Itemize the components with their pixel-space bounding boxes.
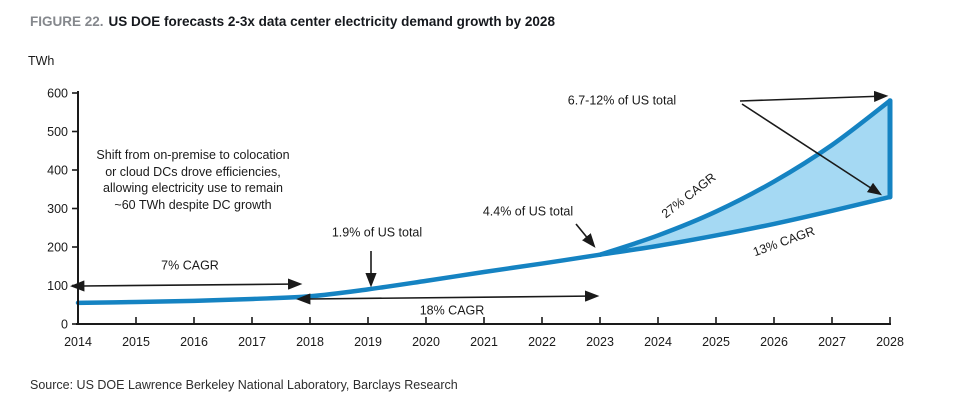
x-tick-label: 2018	[296, 335, 324, 349]
annotation-efficiency-note-line: ~60 TWh despite DC growth	[114, 197, 272, 212]
x-tick-label: 2020	[412, 335, 440, 349]
x-tick-label: 2024	[644, 335, 672, 349]
cagr-18-arrow	[296, 290, 600, 305]
y-tick-label: 300	[47, 202, 68, 216]
annotation-pct-2023: 4.4% of US total	[482, 204, 574, 219]
x-tick-label: 2025	[702, 335, 730, 349]
y-tick-label: 500	[47, 125, 68, 139]
annotation-efficiency-note-line: allowing electricity use to remain	[103, 181, 283, 195]
y-axis-unit-label: TWh	[28, 54, 55, 68]
annotation-pct-2019: 1.9% of US total	[331, 225, 423, 240]
x-tick-label: 2019	[354, 335, 382, 349]
x-tick-label: 2017	[238, 335, 266, 349]
figure-header: FIGURE 22. US DOE forecasts 2-3x data cen…	[30, 14, 555, 29]
pct-2028-arrow-high	[739, 90, 889, 103]
historical-line	[75, 252, 603, 306]
y-tick-label: 100	[47, 279, 68, 293]
annotation-cagr-18: 18% CAGR	[419, 303, 485, 318]
y-tick-label: 200	[47, 241, 68, 255]
high-forecast-line	[597, 98, 893, 257]
source-note: Source: US DOE Lawrence Berkeley Nationa…	[30, 378, 458, 392]
y-tick-label: 0	[61, 318, 68, 332]
x-tick-label: 2022	[528, 335, 556, 349]
x-tick-label: 2016	[180, 335, 208, 349]
pct-2028-arrow-low	[741, 103, 883, 196]
x-tick-label: 2021	[470, 335, 498, 349]
annotation-efficiency-note: Shift from on-premise to colocation or c…	[88, 147, 298, 213]
figure-title: US DOE forecasts 2-3x data center electr…	[108, 14, 555, 29]
y-tick-label: 400	[47, 164, 68, 178]
pct-2023-arrow	[575, 223, 596, 248]
figure-label: FIGURE 22.	[30, 14, 104, 29]
low-forecast-line	[597, 194, 893, 257]
forecast-range-area	[600, 100, 890, 255]
x-tick-label: 2028	[876, 335, 904, 349]
cagr-7-arrow	[70, 278, 303, 292]
annotation-cagr-7: 7% CAGR	[161, 258, 219, 273]
annotation-efficiency-note-line: Shift from on-premise to colocation	[96, 148, 290, 162]
x-tick-label: 2027	[818, 335, 846, 349]
x-tick-label: 2015	[122, 335, 150, 349]
y-tick-label: 600	[47, 87, 68, 101]
x-tick-label: 2023	[586, 335, 614, 349]
x-tick-label: 2014	[64, 335, 92, 349]
annotation-pct-2028: 6.7-12% of US total	[567, 93, 677, 108]
x-tick-label: 2026	[760, 335, 788, 349]
annotation-efficiency-note-line: or cloud DCs drove efficiencies,	[105, 164, 281, 179]
